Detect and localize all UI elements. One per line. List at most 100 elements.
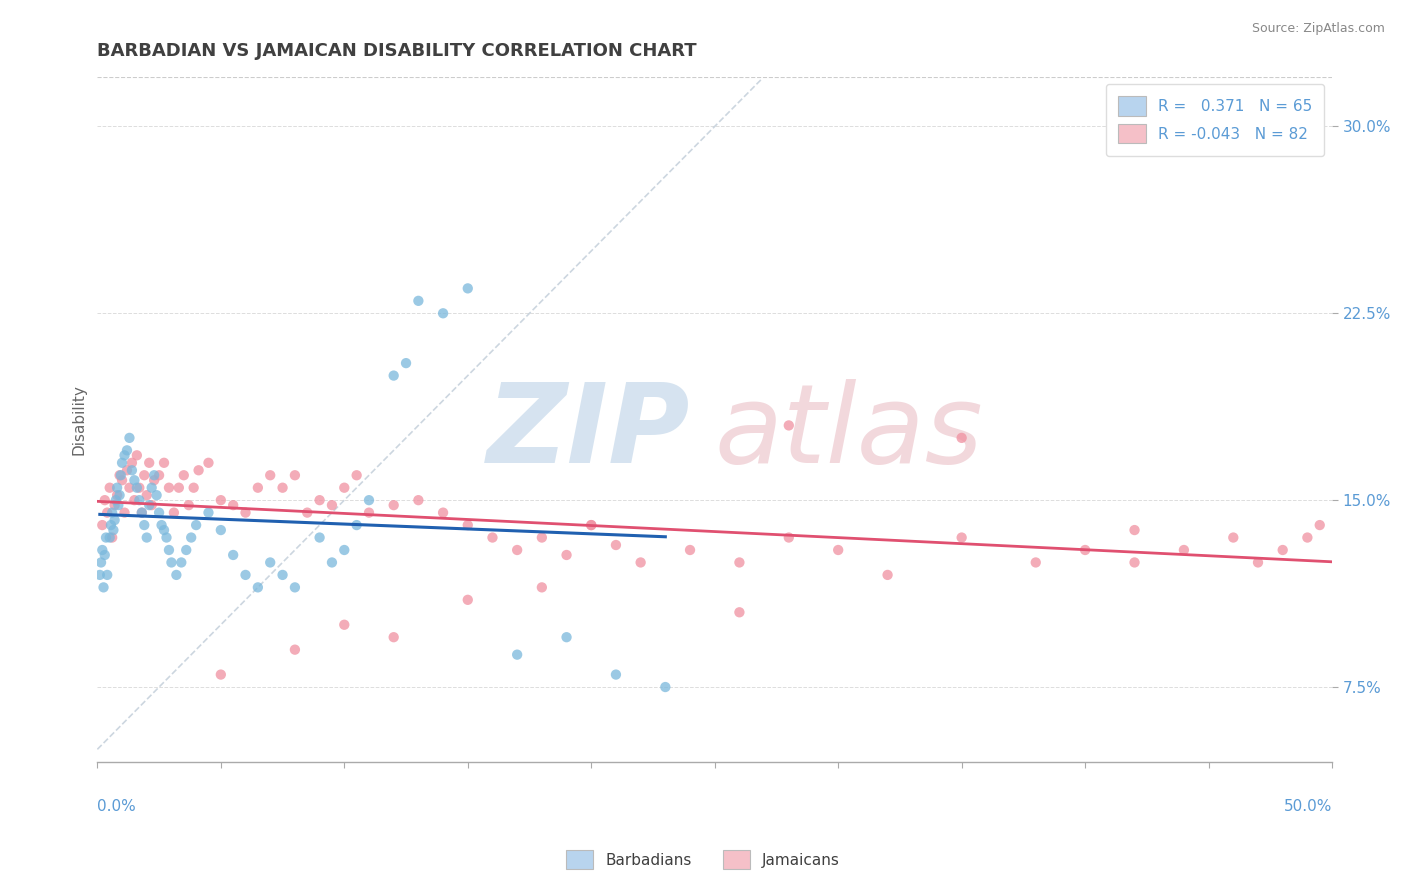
Text: ZIP: ZIP [486, 379, 690, 486]
Point [530, 531, 553, 545]
Point [1271, 543, 1294, 558]
Point [111, 456, 134, 470]
Point [1123, 523, 1146, 537]
Point [118, 431, 141, 445]
Point [94, 531, 117, 545]
Point [333, 481, 356, 495]
Point [183, 481, 205, 495]
Point [308, 493, 330, 508]
Point [728, 556, 751, 570]
Point [827, 543, 849, 558]
Point [135, 488, 157, 502]
Point [187, 463, 209, 477]
Point [530, 580, 553, 594]
Point [581, 518, 603, 533]
Point [581, 518, 603, 533]
Point [408, 493, 430, 508]
Point [259, 556, 281, 570]
Point [1173, 543, 1195, 558]
Point [605, 667, 627, 681]
Point [131, 506, 153, 520]
Point [1309, 518, 1331, 533]
Point [180, 531, 202, 545]
Point [222, 548, 245, 562]
Point [346, 468, 368, 483]
Point [382, 368, 405, 383]
Point [259, 468, 281, 483]
Point [143, 468, 166, 483]
Point [165, 568, 187, 582]
Point [98, 481, 121, 495]
Point [90, 556, 112, 570]
Point [105, 488, 128, 502]
Point [778, 531, 800, 545]
Point [457, 592, 479, 607]
Point [138, 456, 160, 470]
Legend: Barbadians, Jamaicans: Barbadians, Jamaicans [560, 844, 846, 875]
Point [555, 630, 578, 644]
Point [950, 531, 973, 545]
Point [246, 481, 269, 495]
Point [125, 481, 148, 495]
Point [121, 456, 143, 470]
Point [108, 488, 131, 502]
Point [96, 568, 118, 582]
Point [271, 481, 294, 495]
Point [382, 498, 405, 512]
Point [173, 468, 195, 483]
Point [114, 506, 136, 520]
Point [141, 498, 163, 512]
Point [96, 506, 118, 520]
Point [115, 463, 138, 477]
Legend: R =   0.371   N = 65, R = -0.043   N = 82: R = 0.371 N = 65, R = -0.043 N = 82 [1107, 84, 1324, 155]
Point [246, 580, 269, 594]
Point [135, 531, 157, 545]
Text: 0.0%: 0.0% [97, 799, 136, 814]
Point [157, 481, 180, 495]
Point [235, 506, 257, 520]
Point [605, 538, 627, 552]
Point [457, 518, 479, 533]
Point [432, 506, 454, 520]
Point [346, 518, 368, 533]
Point [128, 481, 150, 495]
Point [104, 513, 127, 527]
Point [104, 498, 127, 512]
Point [155, 531, 177, 545]
Point [157, 543, 180, 558]
Point [150, 518, 173, 533]
Point [395, 356, 418, 370]
Point [153, 523, 176, 537]
Point [197, 506, 219, 520]
Point [134, 518, 156, 533]
Point [163, 506, 186, 520]
Point [138, 498, 160, 512]
Point [1247, 556, 1270, 570]
Point [209, 523, 232, 537]
Point [333, 543, 356, 558]
Point [141, 481, 163, 495]
Point [728, 605, 751, 619]
Point [1296, 531, 1319, 545]
Point [308, 531, 330, 545]
Point [91, 518, 114, 533]
Point [481, 531, 503, 545]
Point [457, 281, 479, 295]
Point [506, 543, 529, 558]
Point [143, 473, 166, 487]
Point [128, 493, 150, 508]
Point [111, 473, 134, 487]
Point [357, 493, 380, 508]
Point [114, 448, 136, 462]
Text: BARBADIAN VS JAMAICAN DISABILITY CORRELATION CHART: BARBADIAN VS JAMAICAN DISABILITY CORRELA… [97, 42, 697, 60]
Point [121, 463, 143, 477]
Point [184, 518, 207, 533]
Point [89, 568, 111, 582]
Point [778, 418, 800, 433]
Point [630, 556, 652, 570]
Point [124, 473, 146, 487]
Point [209, 667, 232, 681]
Text: Source: ZipAtlas.com: Source: ZipAtlas.com [1251, 22, 1385, 36]
Point [506, 648, 529, 662]
Point [145, 488, 167, 502]
